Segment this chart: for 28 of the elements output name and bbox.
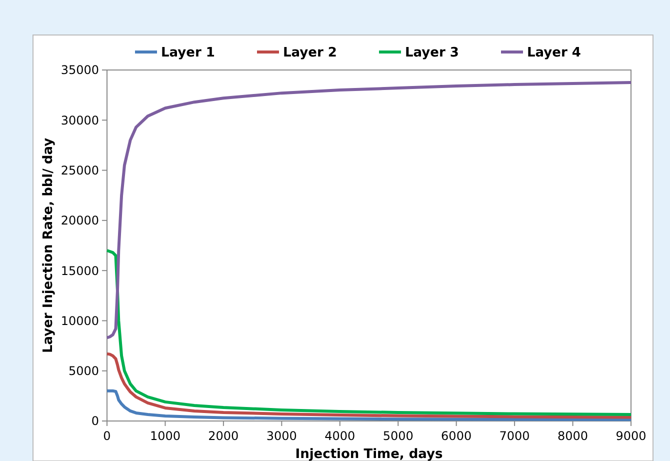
y-tick-label: 5000: [68, 364, 99, 378]
x-tick-label: 2000: [208, 429, 239, 443]
x-tick-label: 1000: [150, 429, 180, 443]
y-tick-label: 20000: [60, 214, 99, 228]
line-series: [106, 352, 632, 419]
x-tick-label: 7000: [499, 429, 530, 443]
y-tick-label: 15000: [60, 264, 99, 278]
line-series: [106, 81, 632, 340]
line-series: [106, 249, 632, 416]
legend-label: Layer 3: [405, 46, 459, 61]
legend-label: Layer 2: [283, 46, 337, 61]
y-axis-title: Layer Injection Rate, bbl/ day: [41, 137, 56, 354]
x-tick-label: 3000: [266, 429, 297, 443]
x-tick-label: 6000: [441, 429, 472, 443]
y-tick-label: 35000: [60, 63, 99, 78]
legend-label: Layer 4: [527, 46, 581, 61]
x-axis-title: Injection Time, days: [295, 447, 444, 461]
x-tick-label: 4000: [324, 429, 356, 443]
y-tick-label: 0: [91, 414, 99, 428]
y-tick-label: 25000: [60, 163, 99, 178]
x-tick-label: 0: [103, 429, 111, 443]
line-series: [106, 389, 632, 422]
y-tick-label: 10000: [60, 314, 99, 328]
legend-label: Layer 1: [161, 46, 215, 61]
y-tick-label: 30000: [60, 113, 99, 128]
x-tick-label: 9000: [616, 429, 646, 443]
x-tick-label: 5000: [382, 429, 414, 443]
x-tick-label: 8000: [558, 429, 588, 443]
